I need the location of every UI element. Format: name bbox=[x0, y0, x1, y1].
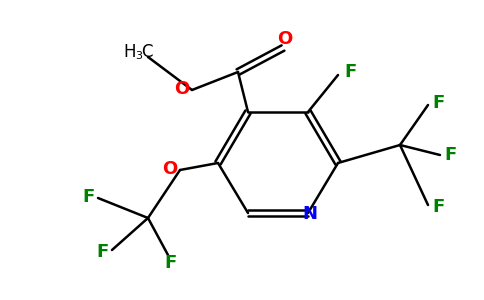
Text: F: F bbox=[345, 63, 357, 81]
Text: O: O bbox=[162, 160, 178, 178]
Text: N: N bbox=[302, 205, 318, 223]
Text: F: F bbox=[82, 188, 94, 206]
Text: F: F bbox=[432, 94, 444, 112]
Text: F: F bbox=[96, 243, 108, 261]
Text: 3: 3 bbox=[136, 51, 142, 61]
Text: F: F bbox=[444, 146, 456, 164]
Text: O: O bbox=[174, 80, 190, 98]
Text: O: O bbox=[277, 30, 293, 48]
Text: F: F bbox=[164, 254, 176, 272]
Text: F: F bbox=[432, 198, 444, 216]
Text: H: H bbox=[124, 43, 136, 61]
Text: C: C bbox=[141, 43, 153, 61]
